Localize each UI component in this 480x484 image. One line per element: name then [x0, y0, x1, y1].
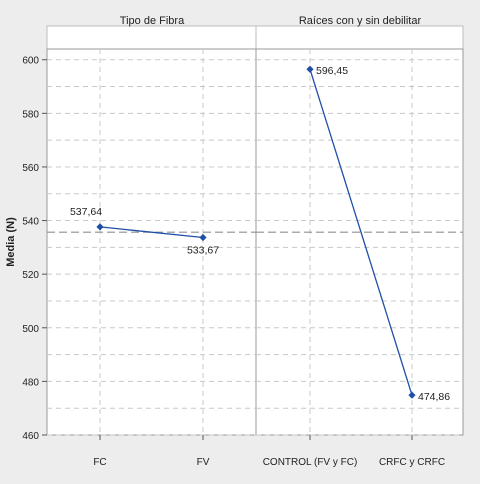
panel-2-title: Raíces con y sin debilitar [299, 15, 422, 27]
series-line [309, 69, 413, 396]
data-point-marker [408, 391, 416, 399]
y-tick-label: 460 [22, 431, 39, 442]
panel-1-header [46, 25, 257, 50]
data-label: 596,45 [316, 65, 348, 77]
axis-layer: 460 480 500 520 540 560 580 600 FC FV CONTROL (FV … [22, 56, 445, 468]
y-axis-label: Media (N) [5, 217, 17, 267]
y-tick-label: 560 [22, 163, 39, 174]
y-tick-label: 600 [22, 56, 39, 67]
panel-1-plot-area [46, 48, 257, 436]
x-tick-label: CRFC y CRFC [379, 457, 445, 468]
y-tick-label: 520 [22, 270, 39, 281]
series-layer: 537,64 533,67 596,45 474,86 [70, 65, 450, 403]
y-tick-label: 540 [22, 217, 39, 228]
y-tick-label: 480 [22, 377, 39, 388]
series-line [99, 226, 204, 239]
x-tick-label: FV [197, 457, 210, 468]
data-label: 474,86 [418, 391, 450, 403]
panel-1-title: Tipo de Fibra [120, 15, 185, 27]
x-tick-label: CONTROL (FV y FC) [263, 457, 358, 468]
panel-2-header [255, 25, 464, 50]
data-point-marker [199, 233, 207, 242]
data-point-marker [306, 65, 314, 73]
panel-2-plot-area [255, 48, 464, 436]
y-tick-label: 500 [22, 324, 39, 335]
x-tick-label: FC [93, 457, 106, 468]
data-label: 537,64 [70, 206, 102, 218]
data-label: 533,67 [187, 245, 219, 257]
y-tick-label: 580 [22, 109, 39, 120]
data-point-marker [96, 223, 104, 231]
grid-layer [47, 49, 463, 436]
